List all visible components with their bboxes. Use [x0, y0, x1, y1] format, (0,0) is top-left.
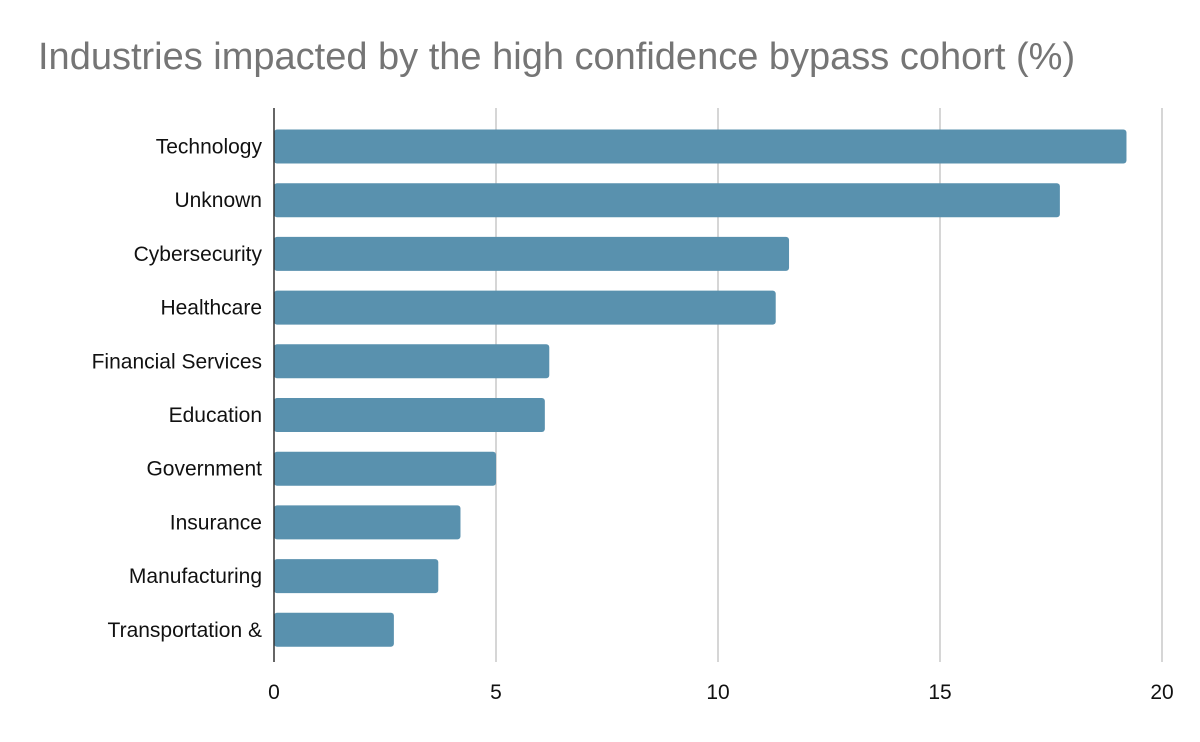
x-tick-label: 15	[928, 681, 951, 704]
bar	[274, 505, 461, 540]
bar	[274, 398, 545, 432]
category-label: Unknown	[174, 189, 262, 212]
x-tick-label: 10	[706, 681, 729, 704]
category-labels: Technology Unknown Cybersecurity Healthcare…	[92, 136, 263, 642]
category-label: Government	[146, 458, 262, 481]
category-label: Healthcare	[160, 297, 262, 320]
bar	[274, 129, 1127, 164]
bar	[274, 236, 790, 271]
bar	[274, 559, 439, 594]
bar	[274, 183, 1060, 218]
x-tick-label: 5	[490, 681, 502, 704]
bar	[274, 612, 394, 647]
bar	[274, 451, 496, 486]
category-label: Transportation &	[108, 619, 262, 642]
x-tick-labels: 0 5 10 15 20	[268, 681, 1174, 704]
bars	[274, 129, 1127, 647]
category-label: Technology	[156, 136, 263, 159]
x-tick-label: 0	[268, 681, 280, 704]
category-label: Insurance	[170, 511, 262, 534]
bar	[274, 344, 550, 379]
category-label: Financial Services	[92, 350, 262, 373]
category-label: Education	[169, 404, 262, 427]
chart-title: Industries impacted by the high confiden…	[38, 36, 1076, 78]
category-label: Manufacturing	[129, 565, 262, 588]
x-tick-label: 20	[1150, 681, 1173, 704]
category-label: Cybersecurity	[134, 243, 263, 266]
bar	[274, 290, 776, 325]
